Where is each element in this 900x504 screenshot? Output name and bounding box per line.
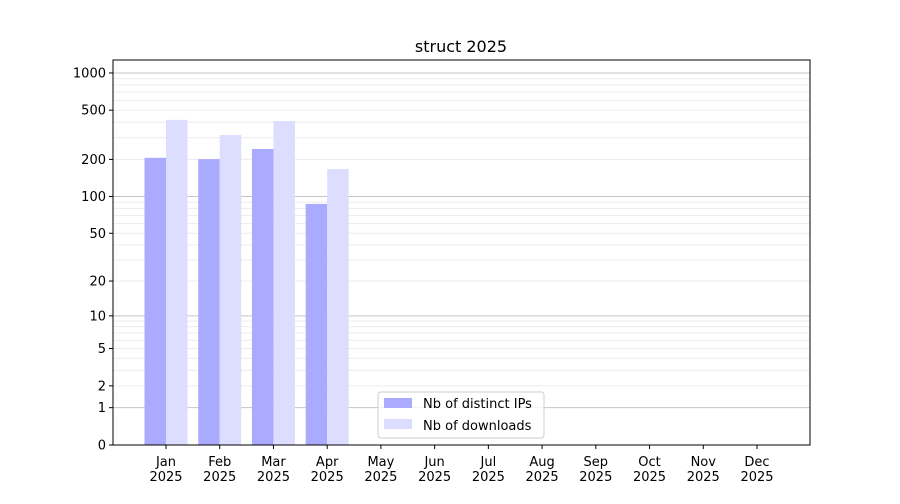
x-tick-label: 2025 [149,470,182,485]
bar-distinct-ips [144,157,166,445]
x-tick-label: 2025 [526,470,559,485]
x-tick-label: 2025 [579,470,612,485]
y-tick-label: 200 [81,153,106,168]
x-tick-label: 2025 [740,470,773,485]
y-tick-label: 10 [89,309,106,324]
x-tick-label: May [367,455,394,470]
legend: Nb of distinct IPs Nb of downloads [377,391,545,439]
y-tick-label: 500 [81,104,106,119]
legend-swatch-ips [384,398,412,408]
y-tick-label: 1 [98,401,106,416]
bar-distinct-ips [251,148,274,445]
x-tick-label: 2025 [311,470,344,485]
bar-downloads [166,119,188,445]
bar-downloads [273,121,295,445]
x-tick-label: Jun [423,455,444,470]
bar-downloads [327,169,349,445]
x-tick-label: 2025 [633,470,666,485]
y-tick-label: 0 [98,439,106,454]
legend-label-downloads: Nb of downloads [423,419,532,434]
legend-swatch-downloads [384,419,412,429]
x-tick-label: Oct [638,455,660,470]
legend-label-ips: Nb of distinct IPs [423,397,532,412]
x-tick-label: Feb [208,455,231,470]
x-tick-label: 2025 [203,470,236,485]
x-tick-label: Dec [744,455,769,470]
y-tick-label: 100 [81,190,106,205]
x-tick-label: 2025 [257,470,290,485]
x-tick-label: Jul [480,455,497,470]
x-tick-label: Nov [691,455,717,470]
y-tick-label: 20 [89,275,106,290]
y-tick-label: 5 [98,342,106,357]
x-tick-label: Jan [155,455,176,470]
bar-distinct-ips [198,159,220,446]
y-tick-label: 2 [98,379,106,394]
bar-distinct-ips [305,203,328,445]
x-tick-label: Sep [584,455,609,470]
x-axis: Jan2025Feb2025Mar2025Apr2025May2025Jun20… [149,445,774,485]
x-tick-label: Aug [529,455,554,470]
bars [144,119,349,446]
y-axis: 0 1 2 5 10 20 50 100 200 500 1000 [73,66,113,454]
x-tick-label: 2025 [364,470,397,485]
x-tick-label: 2025 [687,470,720,485]
x-tick-label: Apr [316,455,339,470]
x-tick-label: 2025 [472,470,505,485]
y-tick-label: 1000 [73,66,106,81]
x-tick-label: Mar [261,455,286,470]
plot-frame [112,59,811,446]
chart-title: struct 2025 [415,37,507,56]
y-tick-label: 50 [89,227,106,242]
bar-downloads [219,135,242,445]
x-tick-label: 2025 [418,470,451,485]
legend-box [377,391,545,439]
